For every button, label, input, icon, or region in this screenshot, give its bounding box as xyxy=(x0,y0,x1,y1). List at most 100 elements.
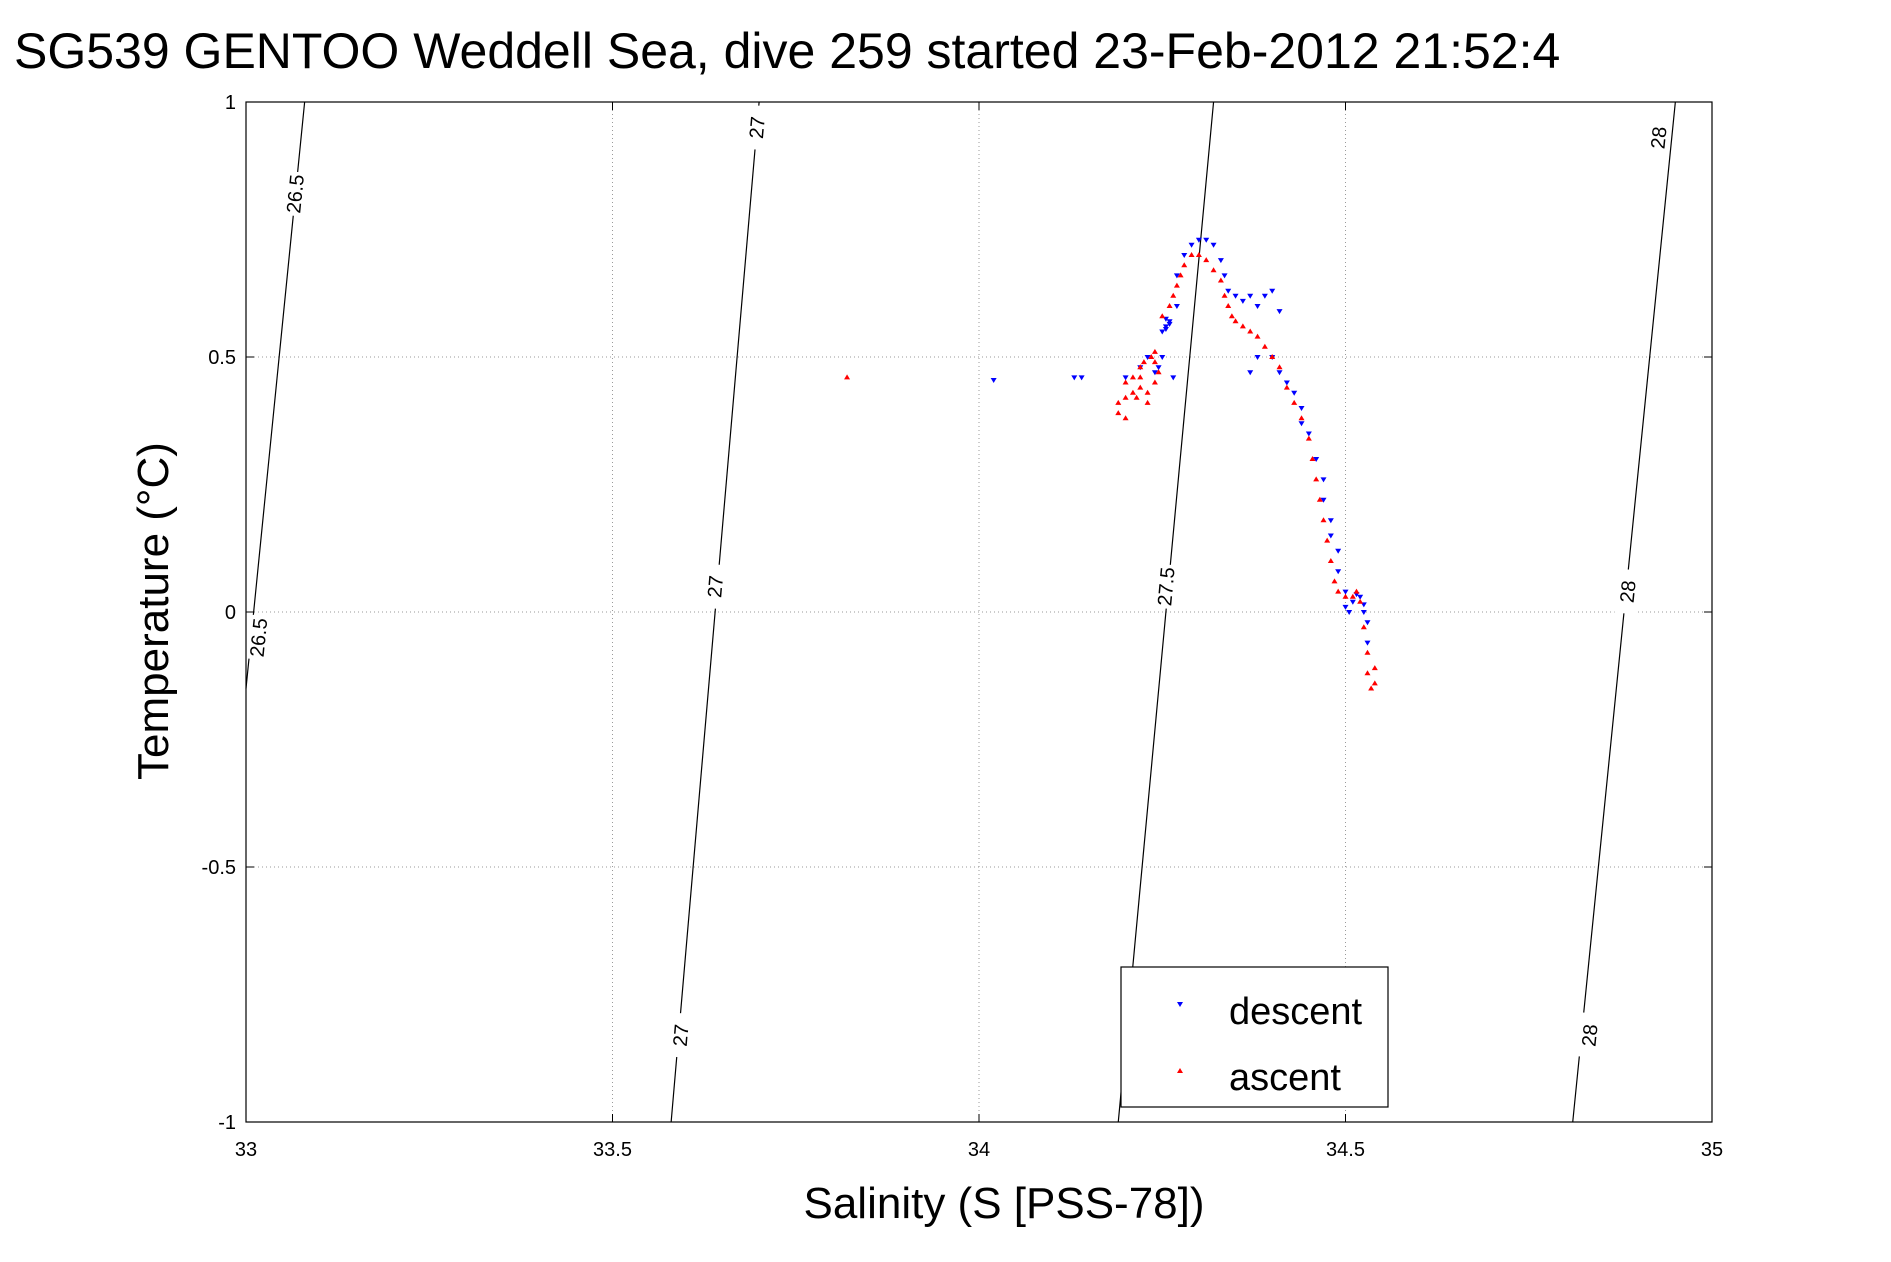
descent-point xyxy=(1159,329,1166,335)
ascent-point xyxy=(1195,252,1202,257)
ascent-point xyxy=(1371,665,1378,671)
ascent-point xyxy=(1173,282,1180,288)
descent-point xyxy=(1298,406,1305,411)
descent-point xyxy=(1155,365,1162,371)
ascent-point xyxy=(1115,410,1122,416)
contour-label-mask xyxy=(245,614,272,661)
contour-label: 27.5 xyxy=(1154,566,1180,607)
ascent-point xyxy=(1327,558,1334,563)
descent-point xyxy=(1144,355,1151,360)
axis-ticks: 33 33.5 34 34.5 35 -1 -0.5 0 0.5 1 xyxy=(202,92,1724,1161)
ascent-point xyxy=(1151,348,1158,354)
ascent-point xyxy=(1269,354,1276,359)
ascent-point xyxy=(1360,624,1367,630)
descent-point xyxy=(1305,431,1312,437)
density-contour-line xyxy=(670,101,760,1123)
ascent-point xyxy=(1203,257,1210,263)
descent-point xyxy=(1269,288,1276,294)
ascent-point xyxy=(1261,343,1268,349)
ascent-point xyxy=(1305,435,1312,441)
y-tick-label: 1 xyxy=(225,92,236,114)
ascent-point xyxy=(1335,588,1342,594)
density-contours: 26.5 26.5 27 27 27 27.5 28 28 28 xyxy=(245,101,1676,1123)
ascent-point xyxy=(1115,399,1122,405)
contour-label-mask xyxy=(1614,568,1641,615)
descent-point xyxy=(1166,321,1173,327)
ascent-point xyxy=(1247,328,1254,334)
descent-point xyxy=(1335,569,1342,575)
descent-point xyxy=(1247,370,1254,376)
descent-point xyxy=(1342,589,1349,595)
descent-point xyxy=(1159,355,1166,360)
ascent-point xyxy=(1357,598,1364,604)
ascent-point xyxy=(1181,262,1188,268)
contour-label: 28 xyxy=(1579,1023,1603,1047)
descent-point xyxy=(1122,375,1129,381)
descent-point xyxy=(1298,421,1305,427)
ascent-point xyxy=(1144,389,1151,395)
ascent-point xyxy=(1151,359,1158,365)
ascent-point xyxy=(1170,292,1177,298)
descent-point xyxy=(1364,620,1371,626)
y-axis-label: Temperature (°C) xyxy=(129,442,178,780)
ascent-point xyxy=(1283,384,1290,390)
ascent-point xyxy=(1313,476,1320,482)
descent-point xyxy=(1217,258,1224,264)
contour-label-mask xyxy=(281,170,309,217)
ascent-point xyxy=(1324,537,1331,543)
ascent-point xyxy=(1122,415,1129,421)
ascent-point xyxy=(1353,588,1360,594)
ascent-point xyxy=(1349,593,1356,599)
descent-point xyxy=(1078,375,1085,381)
y-tick-label: 0 xyxy=(225,602,236,624)
ascent-point xyxy=(1133,394,1140,400)
ascent-point xyxy=(1228,313,1235,319)
chart-title: SG539 GENTOO Weddell Sea, dive 259 start… xyxy=(14,23,1560,79)
contour-label-mask xyxy=(1645,114,1672,161)
descent-point xyxy=(1276,309,1283,315)
ascent-point xyxy=(1342,593,1349,599)
contour-label: 28 xyxy=(1617,580,1641,604)
descent-point xyxy=(1364,640,1371,646)
descent-point xyxy=(1188,242,1195,248)
ascent-point xyxy=(1137,374,1144,380)
ascent-point xyxy=(1140,359,1147,365)
descent-point xyxy=(1261,293,1268,299)
ascent-point xyxy=(1166,303,1173,308)
descent-point xyxy=(1173,304,1180,309)
descent-point xyxy=(1173,273,1180,279)
ascent-point xyxy=(1155,369,1162,375)
legend-label-ascent: ascent xyxy=(1229,1057,1341,1099)
ascent-point xyxy=(1254,333,1261,339)
ascent-point xyxy=(1129,374,1136,380)
ascent-point xyxy=(1316,496,1323,502)
contour-label-mask xyxy=(667,1012,694,1059)
ascent-point xyxy=(1309,456,1316,461)
contour-label-mask xyxy=(702,563,728,610)
contour-label: 27 xyxy=(704,575,728,599)
contour-label-mask xyxy=(1576,1012,1603,1059)
ascent-point xyxy=(1137,364,1144,370)
legend-marker-descent xyxy=(1177,1002,1183,1007)
descent-point xyxy=(1232,293,1239,299)
ascent-point xyxy=(1331,578,1338,584)
descent-point xyxy=(1162,324,1169,330)
descent-point xyxy=(1313,457,1320,462)
x-tick-label: 33 xyxy=(235,1139,257,1161)
data-points xyxy=(844,237,1378,691)
descent-point xyxy=(1254,304,1261,309)
descent-point xyxy=(1283,380,1290,386)
y-tick-label: -1 xyxy=(218,1112,236,1134)
ascent-point xyxy=(1137,384,1144,390)
descent-point xyxy=(990,377,997,383)
ascent-point xyxy=(1217,277,1224,283)
x-axis-label: Salinity (S [PSS-78]) xyxy=(803,1179,1204,1228)
contour-label: 26.5 xyxy=(247,617,273,658)
ascent-point xyxy=(1291,399,1298,405)
descent-point xyxy=(1320,477,1327,483)
x-tick-label: 34 xyxy=(968,1139,990,1161)
ascent-point xyxy=(1276,364,1283,370)
descent-point xyxy=(1357,594,1364,600)
descent-point xyxy=(1276,370,1283,376)
density-contour-line xyxy=(1117,101,1215,1123)
